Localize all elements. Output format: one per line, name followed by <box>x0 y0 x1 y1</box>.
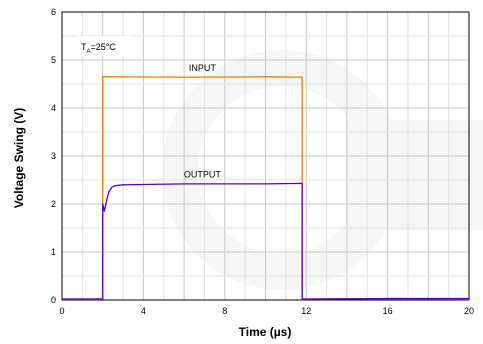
x-tick-label: 4 <box>141 306 146 316</box>
plot-grid <box>62 12 469 300</box>
series-line-output <box>62 182 469 300</box>
condition-label: TA=25°C <box>81 42 116 55</box>
x-tick-label: 20 <box>464 306 474 316</box>
background-watermark <box>162 50 483 290</box>
x-tick-label: 0 <box>59 306 64 316</box>
plot-frame <box>61 11 470 301</box>
y-tick-label: 6 <box>51 7 56 17</box>
series-label-output: OUTPUT <box>184 169 222 179</box>
x-axis-ticks: 0 4 8 12 16 20 <box>59 306 474 316</box>
condition-annotation: TA=25°C <box>76 36 133 56</box>
y-tick-label: 0 <box>51 295 56 305</box>
x-tick-label: 12 <box>301 306 311 316</box>
y-tick-label: 2 <box>51 199 56 209</box>
y-tick-label: 5 <box>51 55 56 65</box>
series-label-input: INPUT <box>189 63 217 73</box>
y-tick-label: 3 <box>51 151 56 161</box>
series-layer: INPUT OUTPUT <box>62 63 470 300</box>
x-tick-label: 16 <box>383 306 393 316</box>
x-axis-title: Time (µs) <box>239 325 292 339</box>
x-tick-label: 8 <box>222 306 227 316</box>
y-tick-label: 1 <box>51 247 56 257</box>
y-axis-title: Voltage Swing (V) <box>12 108 26 208</box>
y-axis-ticks: 0 1 2 3 4 5 6 <box>51 7 56 305</box>
y-tick-label: 4 <box>51 103 56 113</box>
